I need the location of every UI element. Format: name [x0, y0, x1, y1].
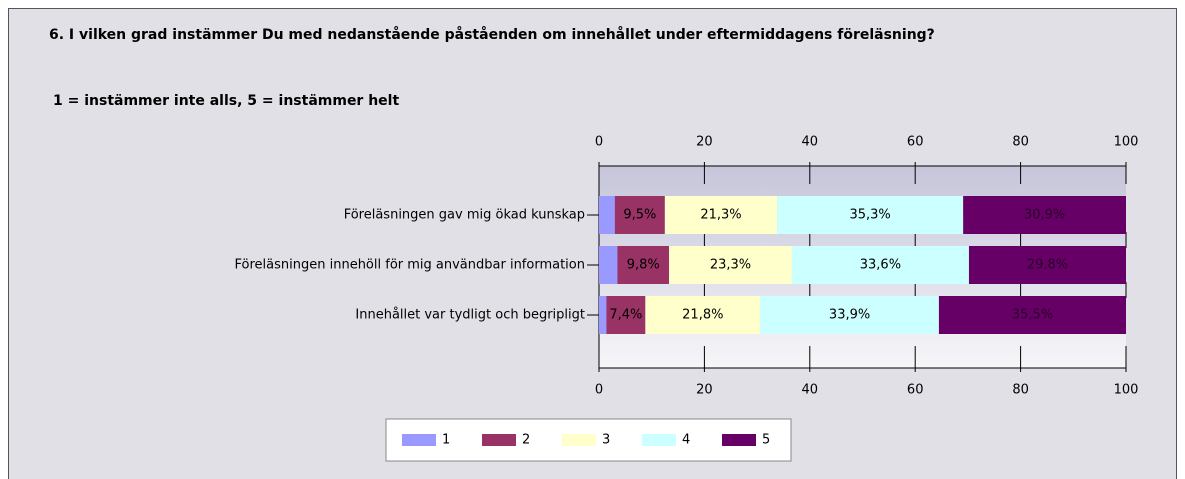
legend-label: 3: [602, 433, 610, 448]
legend-swatch: [562, 434, 596, 446]
x-tick-label-bottom: 0: [595, 383, 603, 398]
value-label: 35,3%: [849, 208, 890, 223]
value-label: 9,5%: [623, 208, 656, 223]
bar-segment: [760, 296, 939, 334]
bar-segment: [645, 296, 761, 334]
legend-swatch: [482, 434, 516, 446]
x-tick-label-bottom: 20: [696, 383, 713, 398]
bar-segment: [963, 196, 1126, 234]
x-tick-label-top: 0: [595, 135, 603, 150]
bar-segment: [968, 246, 1126, 284]
chart-subtitle: 1 = instämmer inte alls, 5 = instämmer h…: [53, 93, 400, 109]
legend-swatch: [722, 434, 756, 446]
chart: 0 0 20 20 40 40 60 60 80 80 100 100 Föreläsningen ga…: [235, 135, 1139, 462]
bar-segment: [777, 196, 964, 234]
bar-segment: [599, 296, 607, 334]
value-label: 35,5%: [1012, 308, 1053, 323]
x-tick-label-top: 100: [1114, 135, 1139, 150]
value-label: 21,8%: [682, 308, 723, 323]
category-label: Innehållet var tydligt och begripligt: [355, 308, 585, 323]
legend-label: 5: [762, 433, 770, 448]
bar-segment: [791, 246, 969, 284]
bar-segment: [617, 246, 670, 284]
category-label: Föreläsningen gav mig ökad kunskap: [344, 208, 585, 223]
legend-swatch: [402, 434, 436, 446]
bar-segment: [664, 196, 778, 234]
value-label: 7,4%: [609, 308, 642, 323]
x-tick-label-bottom: 80: [1012, 383, 1029, 398]
bar-segment: [599, 196, 615, 234]
bar-segment: [669, 246, 792, 284]
value-label: 33,9%: [829, 308, 870, 323]
legend-label: 2: [522, 433, 530, 448]
legend-swatch: [642, 434, 676, 446]
legend-label: 1: [442, 433, 450, 448]
x-tick-label-bottom: 100: [1114, 383, 1139, 398]
chart-panel: 6. I vilken grad instämmer Du med nedans…: [8, 8, 1177, 479]
bar-segment: [606, 296, 646, 334]
bar-segment: [599, 246, 618, 284]
x-tick-label-top: 40: [802, 135, 819, 150]
value-label: 30,9%: [1024, 208, 1065, 223]
x-tick-label-bottom: 40: [802, 383, 819, 398]
legend-label: 4: [682, 433, 690, 448]
chart-title: 6. I vilken grad instämmer Du med nedans…: [49, 27, 935, 43]
bar-segment: [614, 196, 665, 234]
category-label: Föreläsningen innehöll för mig användbar…: [235, 258, 585, 273]
x-tick-label-top: 60: [907, 135, 924, 150]
x-tick-label-top: 20: [696, 135, 713, 150]
value-label: 29,8%: [1027, 258, 1068, 273]
x-tick-label-bottom: 60: [907, 383, 924, 398]
value-label: 23,3%: [710, 258, 751, 273]
value-label: 9,8%: [627, 258, 660, 273]
value-label: 21,3%: [700, 208, 741, 223]
value-label: 33,6%: [860, 258, 901, 273]
bar-segment: [938, 296, 1126, 334]
x-tick-label-top: 80: [1012, 135, 1029, 150]
